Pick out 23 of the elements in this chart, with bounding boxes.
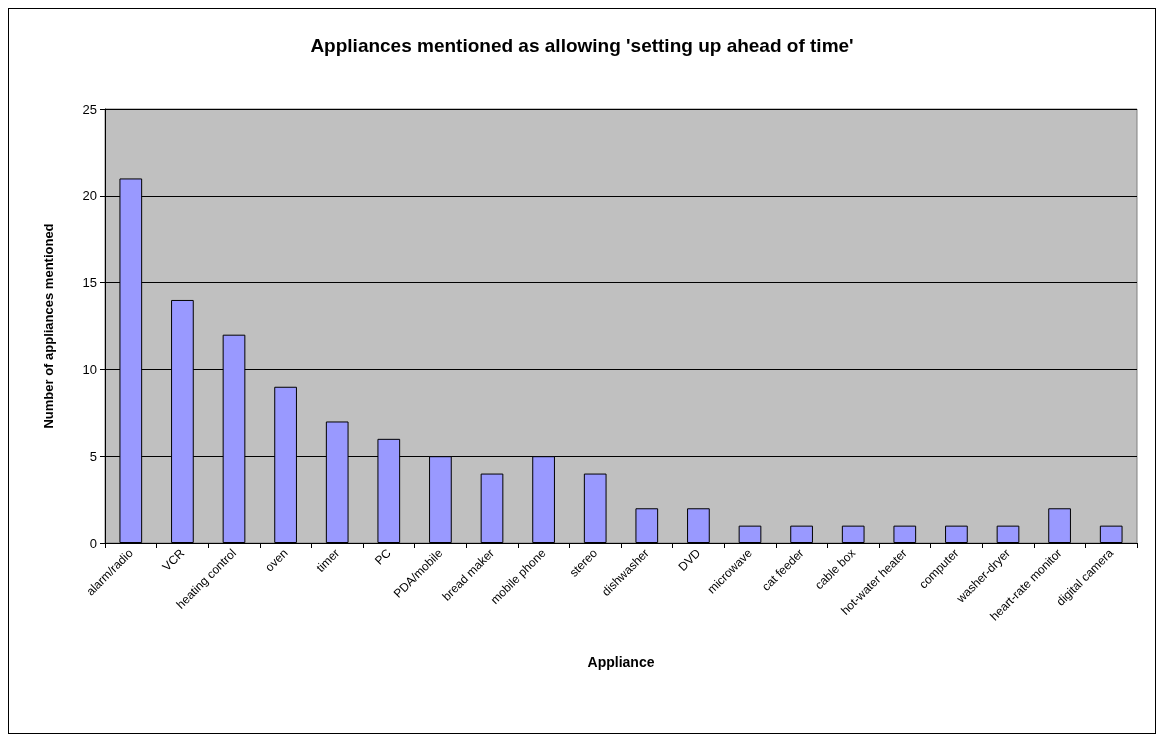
bar bbox=[893, 525, 917, 543]
bar bbox=[480, 473, 504, 543]
bar bbox=[1048, 508, 1071, 543]
bar bbox=[1099, 525, 1123, 543]
x-tick-label: VCR bbox=[159, 545, 188, 574]
y-tick-label: 25 bbox=[82, 101, 97, 117]
bar bbox=[583, 473, 607, 543]
y-tick-label: 15 bbox=[82, 275, 97, 291]
bar bbox=[996, 525, 1020, 543]
bar bbox=[841, 525, 865, 543]
bar bbox=[945, 525, 968, 543]
y-tick-label: 0 bbox=[89, 535, 97, 551]
y-tick-label: 5 bbox=[89, 448, 97, 464]
bar bbox=[790, 525, 813, 543]
x-tick-label: PC bbox=[372, 545, 394, 568]
bar bbox=[635, 508, 659, 543]
y-tick-label: 20 bbox=[82, 188, 97, 204]
y-tick-label: 10 bbox=[82, 361, 97, 377]
bar bbox=[738, 525, 762, 543]
bar bbox=[687, 508, 710, 543]
chart-title: Appliances mentioned as allowing 'setting up ahead of time' bbox=[310, 35, 854, 56]
y-axis-title: Number of appliances mentioned bbox=[41, 223, 56, 429]
x-axis-title: Appliance bbox=[587, 654, 655, 670]
